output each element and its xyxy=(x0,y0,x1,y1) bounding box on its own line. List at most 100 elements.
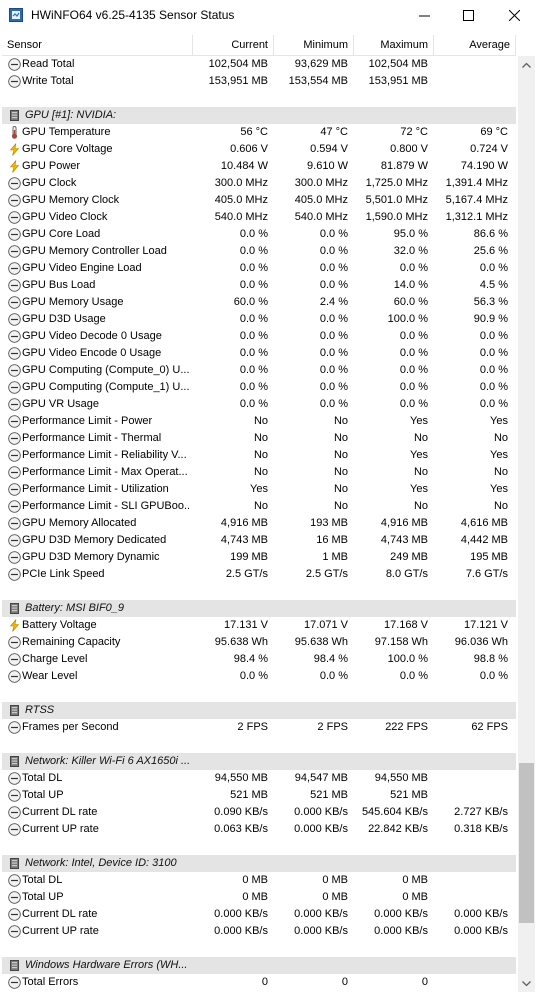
current-value: 0 xyxy=(261,976,268,988)
current-value: 0.0 % xyxy=(239,347,268,359)
sensor-row[interactable]: Total DL 0 MB 0 MB 0 MB xyxy=(2,872,516,889)
gauge-icon xyxy=(8,279,21,292)
column-header-current[interactable]: Current xyxy=(193,35,274,55)
sensor-name: GPU Computing (Compute_0) U... xyxy=(22,364,190,376)
sensor-group-header[interactable]: GPU [#1]: NVIDIA: xyxy=(2,107,516,124)
current-value: 0 MB xyxy=(242,891,268,903)
average-value: 1,312.1 MHz xyxy=(445,211,508,223)
sensor-row[interactable]: GPU Memory Usage 60.0 % 2.4 % 60.0 % 56.3 % xyxy=(2,294,516,311)
current-value: No xyxy=(253,449,268,461)
sensor-row[interactable]: GPU Clock 300.0 MHz 300.0 MHz 1,725.0 MHz 1,… xyxy=(2,175,516,192)
maximize-icon xyxy=(462,9,474,21)
close-button[interactable] xyxy=(491,0,537,30)
sensor-row[interactable]: GPU Memory Clock 405.0 MHz 405.0 MHz 5,501.… xyxy=(2,192,516,209)
sensor-row[interactable]: GPU D3D Memory Dynamic 199 MB 1 MB 249 MB 19… xyxy=(2,549,516,566)
sensor-row[interactable]: GPU Temperature 56 °C 47 °C 72 °C 69 °C xyxy=(2,124,516,141)
title-bar[interactable]: HWiNFO64 v6.25-4135 Sensor Status xyxy=(0,0,539,30)
sensor-name: Performance Limit - Max Operat... xyxy=(22,466,188,478)
sensor-row[interactable]: GPU Memory Allocated 4,916 MB 193 MB 4,916 … xyxy=(2,515,516,532)
scroll-up-button[interactable] xyxy=(518,56,535,73)
maximum-value: 0.0 % xyxy=(399,670,428,682)
sensor-row[interactable]: Total UP 521 MB 521 MB 521 MB xyxy=(2,787,516,804)
sensor-row[interactable]: GPU Power 10.484 W 9.610 W 81.879 W 74.190 W xyxy=(2,158,516,175)
maximum-value: 1,725.0 MHz xyxy=(365,177,428,189)
sensor-row[interactable]: GPU Memory Controller Load 0.0 % 0.0 % 32.0… xyxy=(2,243,516,260)
current-value: 0.0 % xyxy=(239,330,268,342)
sensor-group-header[interactable]: Network: Killer Wi-Fi 6 AX1650i ... xyxy=(2,753,516,770)
current-value: No xyxy=(253,415,268,427)
group-name: Battery: MSI BIF0_9 xyxy=(25,602,125,614)
maximum-value: 72 °C xyxy=(400,126,428,138)
average-value: 74.190 W xyxy=(460,160,508,172)
sensor-row[interactable]: Current UP rate 0.000 KB/s 0.000 KB/s 0.000… xyxy=(2,923,516,940)
sensor-row[interactable]: GPU VR Usage 0.0 % 0.0 % 0.0 % 0.0 % xyxy=(2,396,516,413)
sensor-row[interactable]: Wear Level 0.0 % 0.0 % 0.0 % 0.0 % xyxy=(2,668,516,685)
sensor-row[interactable]: Performance Limit - Reliability V... No No… xyxy=(2,447,516,464)
vertical-scrollbar[interactable] xyxy=(518,56,535,992)
sensor-row[interactable]: GPU D3D Usage 0.0 % 0.0 % 100.0 % 90.9 % xyxy=(2,311,516,328)
sensor-row[interactable]: Performance Limit - Power No No Yes Yes xyxy=(2,413,516,430)
sensor-row[interactable]: Frames per Second 2 FPS 2 FPS 222 FPS 62 FPS xyxy=(2,719,516,736)
sensor-row[interactable]: Performance Limit - Max Operat... No No No N… xyxy=(2,464,516,481)
maximum-value: 0.000 KB/s xyxy=(374,908,428,920)
average-value: 56.3 % xyxy=(473,296,508,308)
sensor-row[interactable]: Current DL rate 0.000 KB/s 0.000 KB/s 0.000… xyxy=(2,906,516,923)
sensor-group-header[interactable]: Windows Hardware Errors (WH... xyxy=(2,957,516,974)
sensor-row[interactable]: Performance Limit - Thermal No No No No xyxy=(2,430,516,447)
column-header-average[interactable]: Average xyxy=(434,35,516,55)
sensor-row[interactable]: Battery Voltage 17.131 V 17.071 V 17.168 V 1… xyxy=(2,617,516,634)
current-value: No xyxy=(253,432,268,444)
sensor-group-header[interactable]: RTSS xyxy=(2,702,516,719)
maximum-value: 102,504 MB xyxy=(368,58,428,70)
sensor-group-header[interactable]: Network: Intel, Device ID: 3100 xyxy=(2,855,516,872)
average-value xyxy=(432,56,508,73)
sensor-row[interactable]: GPU Video Clock 540.0 MHz 540.0 MHz 1,590.0… xyxy=(2,209,516,226)
minimum-value: 2.5 GT/s xyxy=(305,568,348,580)
column-header-minimum[interactable]: Minimum xyxy=(274,35,354,55)
sensor-row[interactable]: Total Errors 0 0 0 xyxy=(2,974,516,991)
sensor-list[interactable]: Read Total 102,504 MB 93,629 MB 102,504 MB W… xyxy=(2,56,516,992)
sensor-row[interactable]: PCIe Link Speed 2.5 GT/s 2.5 GT/s 8.0 GT/s 7… xyxy=(2,566,516,583)
sensor-row[interactable]: Remaining Capacity 95.638 Wh 95.638 Wh 97.1… xyxy=(2,634,516,651)
maximum-value: 0 MB xyxy=(402,891,428,903)
sensor-group-header[interactable]: Battery: MSI BIF0_9 xyxy=(2,600,516,617)
sensor-name: Write Total xyxy=(22,75,74,87)
sensor-row[interactable]: Current DL rate 0.090 KB/s 0.000 KB/s 545.6… xyxy=(2,804,516,821)
maximum-value: 4,743 MB xyxy=(380,534,428,546)
minimum-value: 0 xyxy=(341,976,348,988)
sensor-row[interactable]: GPU Video Decode 0 Usage 0.0 % 0.0 % 0.0 % 0… xyxy=(2,328,516,345)
sensor-name: GPU Memory Clock xyxy=(22,194,120,206)
sensor-row[interactable]: GPU Video Encode 0 Usage 0.0 % 0.0 % 0.0 % 0… xyxy=(2,345,516,362)
sensor-row[interactable]: Total DL 94,550 MB 94,547 MB 94,550 MB xyxy=(2,770,516,787)
sensor-row[interactable]: GPU Computing (Compute_1) U... 0.0 % 0.0 %… xyxy=(2,379,516,396)
gauge-icon xyxy=(8,789,21,802)
sensor-row[interactable]: Total UP 0 MB 0 MB 0 MB xyxy=(2,889,516,906)
thermometer-icon xyxy=(11,126,18,139)
sensor-row[interactable]: GPU Computing (Compute_0) U... 0.0 % 0.0 %… xyxy=(2,362,516,379)
scrollbar-thumb[interactable] xyxy=(519,763,534,924)
minimum-value: 0.000 KB/s xyxy=(294,806,348,818)
current-value: 521 MB xyxy=(230,789,268,801)
gauge-icon xyxy=(8,245,21,258)
sensor-row[interactable]: Performance Limit - Utilization Yes No Yes Y… xyxy=(2,481,516,498)
sensor-row[interactable]: Charge Level 98.4 % 98.4 % 100.0 % 98.8 % xyxy=(2,651,516,668)
sensor-name: Performance Limit - Thermal xyxy=(22,432,162,444)
gauge-icon xyxy=(8,653,21,666)
maximum-value: 8.0 GT/s xyxy=(385,568,428,580)
scroll-down-button[interactable] xyxy=(518,975,535,992)
sensor-row[interactable]: GPU D3D Memory Dedicated 4,743 MB 16 MB 4,7… xyxy=(2,532,516,549)
sensor-row[interactable]: GPU Core Voltage 0.606 V 0.594 V 0.800 V 0.7… xyxy=(2,141,516,158)
minimize-button[interactable] xyxy=(401,0,447,30)
sensor-name: Battery Voltage xyxy=(22,619,97,631)
sensor-row[interactable]: GPU Core Load 0.0 % 0.0 % 95.0 % 86.6 % xyxy=(2,226,516,243)
sensor-row[interactable]: GPU Video Engine Load 0.0 % 0.0 % 0.0 % 0.0 … xyxy=(2,260,516,277)
column-header-sensor[interactable]: Sensor xyxy=(2,35,193,55)
sensor-row[interactable]: GPU Bus Load 0.0 % 0.0 % 14.0 % 4.5 % xyxy=(2,277,516,294)
sensor-row[interactable]: Current UP rate 0.063 KB/s 0.000 KB/s 22.84… xyxy=(2,821,516,838)
sensor-row[interactable]: Read Total 102,504 MB 93,629 MB 102,504 MB xyxy=(2,56,516,73)
column-header-maximum[interactable]: Maximum xyxy=(354,35,434,55)
maximum-value: 0.0 % xyxy=(399,398,428,410)
sensor-row[interactable]: Write Total 153,951 MB 153,554 MB 153,951 M… xyxy=(2,73,516,90)
sensor-row[interactable]: Performance Limit - SLI GPUBoo... No No No N… xyxy=(2,498,516,515)
maximize-button[interactable] xyxy=(445,0,491,30)
